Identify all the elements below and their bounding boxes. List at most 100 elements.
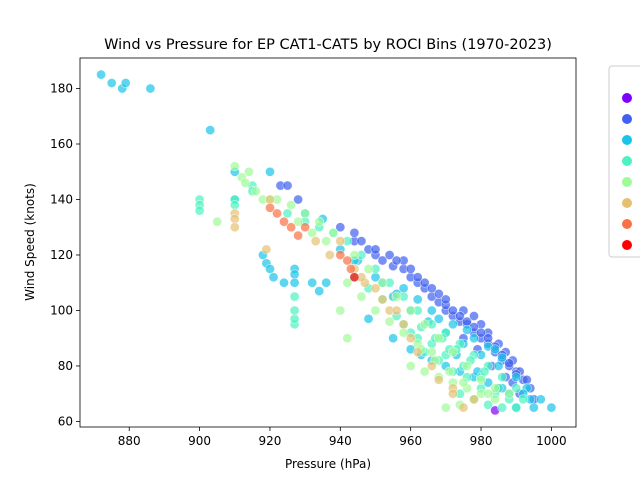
data-point	[212, 216, 223, 227]
data-point	[504, 388, 515, 399]
legend-marker	[622, 114, 632, 124]
legend-marker	[622, 240, 632, 250]
data-point	[314, 216, 325, 227]
data-point	[314, 286, 325, 296]
data-point	[391, 255, 402, 266]
data-point	[345, 263, 356, 274]
data-point	[307, 227, 318, 238]
data-point	[469, 394, 479, 405]
data-point	[300, 208, 310, 219]
data-point	[426, 305, 437, 316]
data-point	[286, 222, 296, 233]
legend-marker	[622, 156, 632, 166]
data-point	[447, 305, 458, 316]
y-axis-title: Wind Speed (knots)	[23, 183, 37, 301]
data-point	[405, 361, 416, 371]
data-point	[307, 277, 318, 288]
data-point	[433, 333, 444, 344]
data-point	[261, 244, 272, 255]
data-point	[497, 372, 507, 382]
data-point	[493, 361, 504, 371]
data-point	[490, 394, 500, 405]
data-point	[349, 272, 360, 283]
y-tick-label: 80	[58, 359, 73, 373]
data-point	[433, 313, 444, 324]
legend	[608, 65, 640, 258]
data-point	[370, 305, 381, 316]
y-tick-label: 160	[50, 137, 73, 151]
data-point	[440, 294, 451, 305]
data-point	[370, 283, 381, 294]
data-point	[398, 319, 409, 330]
data-point	[363, 263, 374, 274]
data-point	[321, 236, 332, 246]
data-point	[205, 125, 216, 136]
data-point	[440, 402, 451, 413]
data-point	[321, 277, 332, 288]
data-point	[405, 333, 416, 344]
data-point	[412, 347, 423, 357]
data-point	[447, 319, 458, 330]
data-point	[293, 194, 303, 205]
x-axis-title: Pressure (hPa)	[285, 457, 371, 471]
data-point	[106, 78, 117, 88]
data-point	[454, 311, 465, 321]
data-point	[265, 166, 275, 177]
y-tick-label: 100	[50, 303, 73, 317]
legend-marker	[622, 198, 632, 208]
data-point	[504, 358, 515, 369]
data-point	[282, 180, 293, 191]
data-point	[328, 227, 339, 238]
data-point	[377, 294, 388, 305]
data-point	[356, 291, 367, 302]
x-tick-label: 880	[118, 434, 141, 448]
data-point	[229, 213, 240, 224]
data-point	[250, 186, 261, 197]
data-point	[243, 166, 254, 177]
data-point	[447, 388, 458, 399]
y-tick-label: 140	[50, 192, 73, 206]
data-point	[370, 244, 381, 255]
data-point	[419, 319, 430, 330]
data-point	[377, 277, 388, 288]
data-point	[426, 361, 437, 371]
data-point	[349, 227, 360, 238]
data-point	[521, 374, 532, 385]
data-point	[458, 377, 469, 388]
x-tick-label: 920	[259, 434, 282, 448]
data-point	[293, 216, 303, 227]
legend-marker	[622, 219, 632, 229]
data-point	[240, 177, 251, 188]
data-point	[391, 291, 402, 302]
x-tick-label: 960	[399, 434, 422, 448]
data-point	[349, 250, 360, 260]
data-point	[518, 394, 529, 405]
data-point	[268, 272, 279, 283]
data-point	[363, 313, 374, 324]
data-point	[490, 383, 500, 394]
data-point	[289, 269, 300, 280]
data-point	[120, 78, 131, 88]
data-point	[444, 366, 455, 377]
data-point	[293, 230, 303, 241]
data-point	[384, 316, 395, 327]
legend-marker	[622, 93, 632, 103]
data-point	[497, 402, 507, 413]
data-point	[490, 344, 500, 355]
data-point	[388, 333, 398, 344]
data-point	[335, 250, 346, 260]
data-point	[324, 250, 335, 260]
data-point	[272, 208, 282, 219]
data-point	[483, 399, 493, 410]
data-point	[405, 305, 416, 316]
data-point	[426, 347, 437, 357]
y-tick-label: 120	[50, 248, 73, 262]
data-point	[412, 294, 423, 305]
data-point	[433, 374, 444, 385]
data-point	[96, 69, 106, 80]
data-point	[462, 324, 472, 335]
data-point	[377, 255, 388, 266]
data-point	[405, 263, 416, 274]
